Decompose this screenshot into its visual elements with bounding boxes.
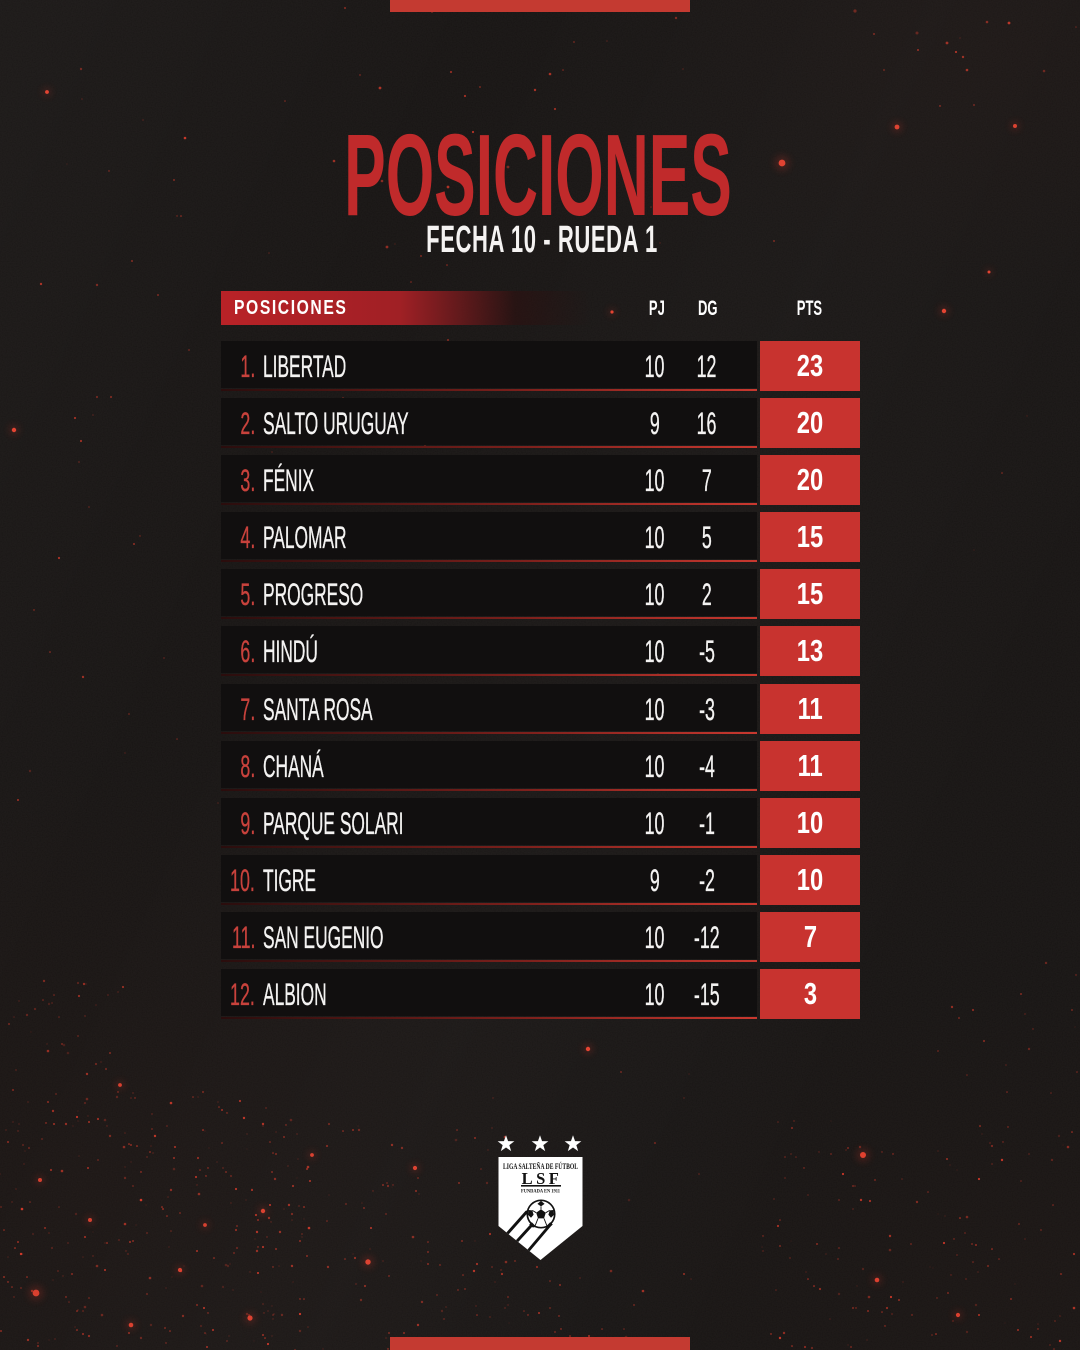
svg-text:LIGA SALTEÑA DE FÚTBOL: LIGA SALTEÑA DE FÚTBOL [503,1161,578,1171]
svg-text:LSF: LSF [522,1169,563,1188]
svg-text:FUNDADA EN 1911: FUNDADA EN 1911 [521,1189,560,1195]
